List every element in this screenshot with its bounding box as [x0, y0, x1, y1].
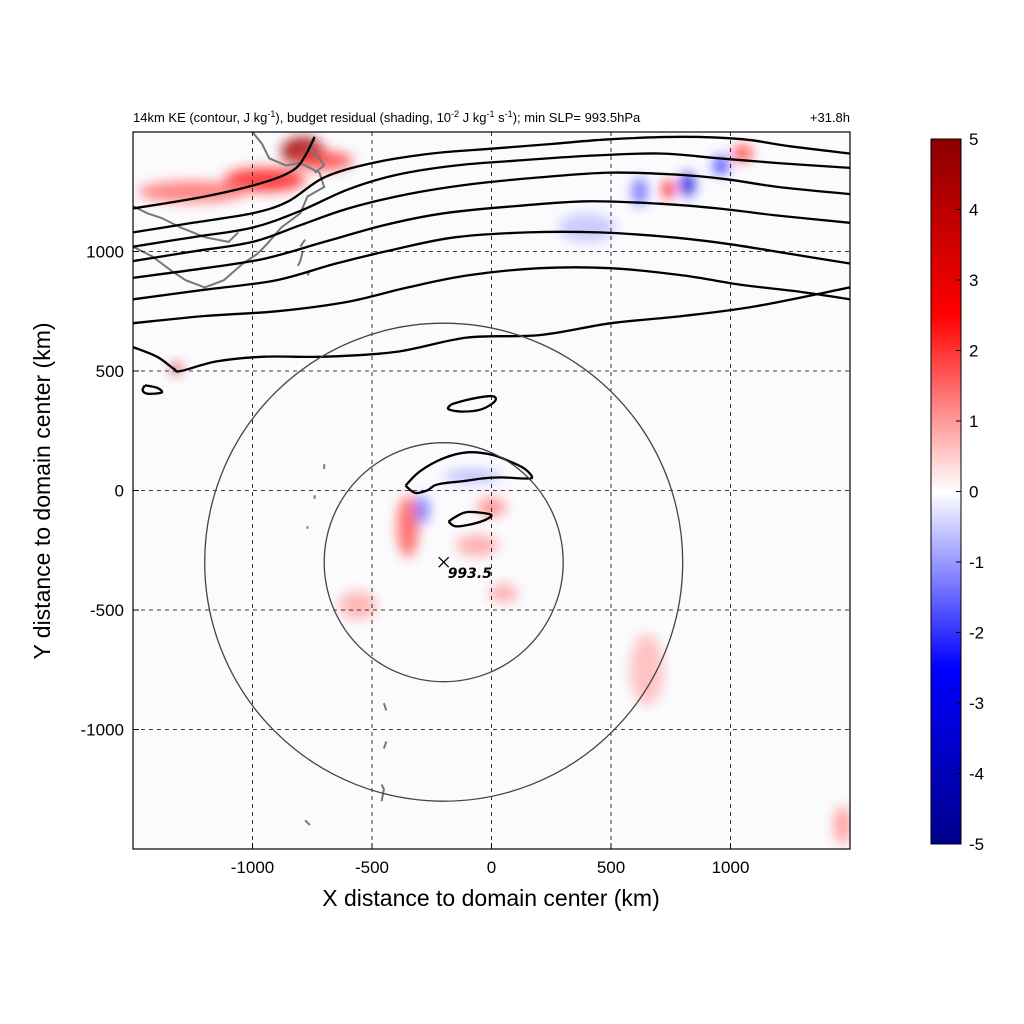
colorbar-tick-label: -3	[969, 694, 984, 713]
title-left: 14km KE (contour, J kg-1), budget residu…	[133, 109, 641, 125]
x-tick-label: 500	[597, 858, 625, 877]
coastline	[380, 784, 385, 802]
range-circles	[204, 322, 684, 802]
residual-patch	[732, 146, 753, 161]
residual-patch	[397, 495, 419, 558]
y-axis-label: Y distance to domain center (km)	[29, 322, 55, 659]
title-right: +31.8h	[810, 110, 850, 125]
ke-contour-line	[133, 136, 316, 210]
min-slp-marker: 993.5	[438, 556, 493, 582]
title-superscript: -1	[505, 109, 513, 119]
ke-contour-line	[446, 394, 498, 413]
x-tick-label: 1000	[712, 858, 750, 877]
residual-patch	[630, 633, 664, 706]
title-segment: 14km KE (contour, J kg	[133, 110, 267, 125]
y-tick-label: -1000	[81, 721, 124, 740]
colorbar-tick-label: -1	[969, 553, 984, 572]
colorbar-tick-label: 5	[969, 130, 978, 149]
colorbar-tick-label: 0	[969, 483, 978, 502]
coastline	[133, 205, 239, 243]
colorbar-tick-label: 4	[969, 201, 978, 220]
residual-patch	[137, 180, 248, 203]
y-axis: -1000 -500 0 500 1000	[81, 243, 139, 740]
residual-patch	[338, 590, 377, 620]
colorbar-tick-label: 3	[969, 271, 978, 290]
residual-patch	[632, 177, 647, 207]
coastline	[299, 239, 306, 248]
min-slp-label: 993.5	[448, 566, 493, 582]
x-axis-label: X distance to domain center (km)	[322, 885, 659, 911]
colorbar-tick-label: -4	[969, 765, 984, 784]
colorbar: -5 -4 -3 -2 -1 0 1 2 3 4 5	[930, 130, 984, 854]
range-circle	[323, 442, 564, 683]
ke-contour-line	[133, 230, 850, 301]
title-segment: s	[495, 110, 506, 125]
cross-stroke	[438, 556, 450, 568]
title-superscript: -1	[267, 109, 275, 119]
residual-patch	[489, 583, 518, 603]
ke-contour-line	[141, 384, 164, 395]
colorbar-tick-label: 1	[969, 412, 978, 431]
title-segment: ); min SLP= 993.5hPa	[513, 110, 641, 125]
title-segment: J kg	[459, 110, 486, 125]
residual-patch	[455, 534, 499, 557]
coastline	[304, 819, 311, 826]
coastline	[297, 251, 304, 267]
plot-background	[133, 132, 850, 849]
figure-title: 14km KE (contour, J kg-1), budget residu…	[133, 109, 850, 125]
colorbar-tick-label: -5	[969, 835, 984, 854]
coastlines	[133, 132, 388, 826]
title-segment: ), budget residual (shading, 10	[275, 110, 451, 125]
x-tick-label: -1000	[231, 858, 274, 877]
y-tick-label: 1000	[86, 243, 124, 262]
x-axis: -1000 -500 0 500 1000	[231, 843, 750, 877]
ke-contour-line	[133, 266, 850, 325]
residual-patch	[713, 155, 729, 176]
y-tick-label: 500	[96, 362, 124, 381]
ke-contour-line	[404, 451, 534, 495]
colorbar-tick-label: 2	[969, 342, 978, 361]
coastline	[382, 741, 388, 749]
x-tick-label: 0	[487, 858, 496, 877]
ke-contour-line	[133, 200, 850, 279]
residual-patch	[680, 172, 695, 197]
min-slp-cross-icon	[438, 556, 450, 568]
coastline	[133, 132, 326, 289]
ke-contour-line	[133, 286, 850, 373]
residual-patch	[558, 213, 616, 242]
y-tick-label: 0	[115, 482, 124, 501]
residual-patch	[295, 151, 353, 171]
title-superscript: -1	[487, 109, 495, 119]
ke-contour-line	[133, 171, 850, 263]
ke-contour-line	[133, 152, 850, 248]
residual-patch	[662, 179, 675, 199]
colorbar-tick-label: -2	[969, 624, 984, 643]
ke-contour-line	[447, 510, 493, 528]
x-tick-label: -500	[355, 858, 389, 877]
range-circle	[204, 322, 684, 802]
y-tick-label: -500	[90, 601, 124, 620]
residual-patch	[833, 805, 850, 845]
ke-contours	[133, 135, 850, 528]
coastline	[382, 702, 388, 711]
residual-patch	[415, 495, 430, 524]
ke-contour-line	[133, 135, 850, 234]
title-superscript: -2	[451, 109, 459, 119]
